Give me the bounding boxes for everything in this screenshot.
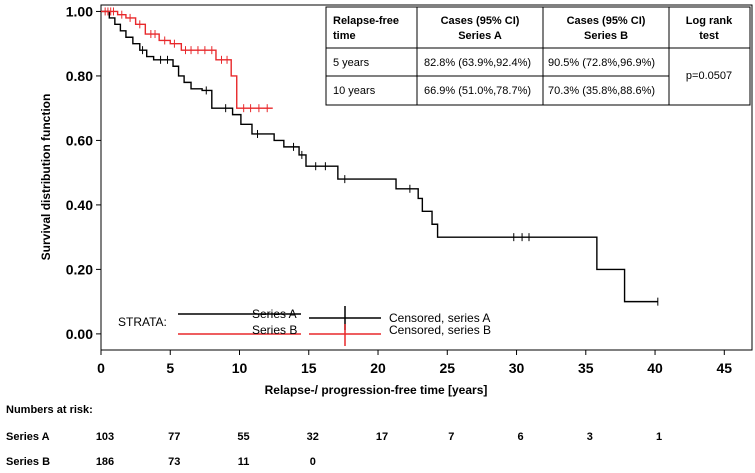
y-axis-title: Survival distribution function [39, 94, 53, 261]
table-header-series-b-line1: Cases (95% CI) [567, 15, 646, 27]
series-a-line [101, 10, 658, 303]
x-tick-label: 30 [509, 360, 525, 376]
risk-row-label: Series A [6, 431, 50, 443]
y-tick-label: 0.20 [66, 261, 93, 277]
table-header-logrank-line1: Log rank [686, 15, 733, 27]
numbers-at-risk: Numbers at risk: Series A Series B 103 77… [6, 404, 662, 468]
risk-count: 77 [168, 431, 180, 443]
legend-label-censored-b: Censored, series B [389, 323, 491, 337]
y-tick-label: 0.80 [66, 68, 93, 84]
legend-label-series-b: Series B [252, 323, 297, 337]
x-tick-label: 10 [232, 360, 248, 376]
x-tick-label: 20 [370, 360, 386, 376]
plot-frame-layer [100, 4, 753, 351]
series-layer [101, 7, 659, 306]
x-tick-label: 5 [166, 360, 174, 376]
risk-count: 17 [376, 431, 388, 443]
risk-count: 55 [237, 431, 249, 443]
plot-frame [100, 4, 753, 351]
x-axis-title: Relapse-/ progression-free time [years] [265, 383, 488, 397]
risk-count: 0 [310, 456, 316, 468]
table-cell-series-a: 82.8% (63.9%,92.4%) [424, 57, 531, 69]
y-tick-label: 0.40 [66, 197, 93, 213]
table-header-time-line2: time [333, 30, 356, 42]
table-header-series-a-line2: Series A [458, 30, 502, 42]
risk-count: 32 [307, 431, 319, 443]
x-tick-label: 0 [97, 360, 105, 376]
x-tick-label: 40 [647, 360, 663, 376]
risk-count: 7 [448, 431, 454, 443]
stats-table: Relapse-free time Cases (95% CI) Series … [325, 6, 751, 106]
x-tick-label: 25 [439, 360, 455, 376]
table-cell-series-a: 66.9% (51.0%,78.7%) [424, 85, 531, 97]
numbers-at-risk-title: Numbers at risk: [6, 404, 93, 416]
legend: STRATA: Series A Series B Censored, seri… [118, 306, 491, 346]
table-header-series-b-line2: Series B [584, 30, 628, 42]
table-header-logrank-line2: test [699, 30, 719, 42]
risk-count: 1 [656, 431, 662, 443]
legend-label-series-a: Series A [252, 307, 297, 321]
risk-count: 3 [587, 431, 593, 443]
risk-row-label: Series B [6, 456, 50, 468]
legend-strata-label: STRATA: [118, 315, 167, 329]
table-cell-p-value: p=0.0507 [686, 70, 732, 82]
series-b-line [101, 10, 273, 109]
table-cell-time: 5 years [333, 57, 370, 69]
risk-count: 73 [168, 456, 180, 468]
y-tick-label: 0.00 [66, 326, 93, 342]
x-tick-label: 45 [717, 360, 733, 376]
risk-count: 6 [517, 431, 523, 443]
x-tick-label: 35 [578, 360, 594, 376]
legend-label-censored-a: Censored, series A [389, 311, 490, 325]
risk-count: 11 [238, 456, 250, 468]
y-tick-label: 1.00 [66, 3, 93, 19]
table-header-time-line1: Relapse-free [333, 15, 399, 27]
x-tick-label: 15 [301, 360, 317, 376]
table-cell-series-b: 70.3% (35.8%,88.6%) [548, 85, 655, 97]
table-cell-series-b: 90.5% (72.8%,96.9%) [548, 57, 655, 69]
table-header-series-a-line1: Cases (95% CI) [441, 15, 520, 27]
axis-ticks-layer: 0 5 10 15 20 25 30 35 40 45 0.00 0.20 0.40 0.60 0.80 1.… [66, 3, 733, 376]
risk-count: 103 [96, 431, 114, 443]
table-cell-time: 10 years [333, 85, 376, 97]
stats-table-frame [325, 6, 751, 106]
y-tick-label: 0.60 [66, 132, 93, 148]
risk-count: 186 [96, 456, 114, 468]
